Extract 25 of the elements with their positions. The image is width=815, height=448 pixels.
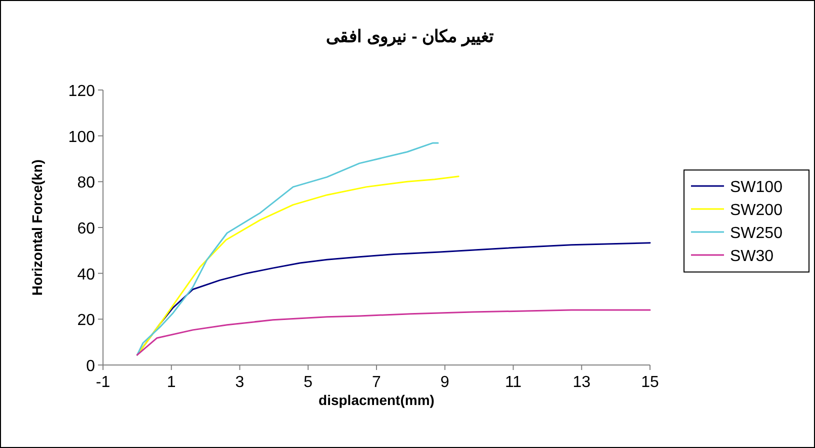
legend-label: SW250	[730, 225, 783, 242]
y-tick-label: 120	[68, 83, 96, 100]
legend-label: SW200	[730, 202, 783, 219]
x-tick-label: 5	[304, 374, 313, 391]
y-axis-title: Horizontal Force(kn)	[29, 159, 45, 296]
line-series	[136, 309, 651, 356]
x-tick-label: 11	[504, 374, 522, 391]
x-tick-label: -1	[96, 374, 110, 391]
x-tick-label: 1	[166, 374, 176, 391]
x-tick-label: 13	[572, 374, 591, 391]
x-tick-label: 9	[440, 374, 450, 391]
legend-label: SW100	[730, 179, 783, 196]
y-tick-label: 40	[77, 266, 96, 284]
y-tick-label: 100	[68, 128, 96, 146]
x-tick-label: 7	[372, 374, 382, 391]
legend-label: SW30	[730, 248, 774, 265]
y-tick-label: 60	[77, 220, 96, 238]
y-tick-label: 20	[77, 312, 96, 330]
x-tick-label: 15	[641, 374, 659, 391]
line-series	[136, 142, 439, 356]
y-tick-label: 0	[86, 358, 96, 375]
chart-title: تغییر مکان - نیروی افقی	[326, 27, 494, 47]
y-tick-label: 80	[77, 174, 96, 192]
x-axis-title: displacment(mm)	[318, 392, 434, 408]
x-tick-label: 3	[235, 374, 244, 391]
